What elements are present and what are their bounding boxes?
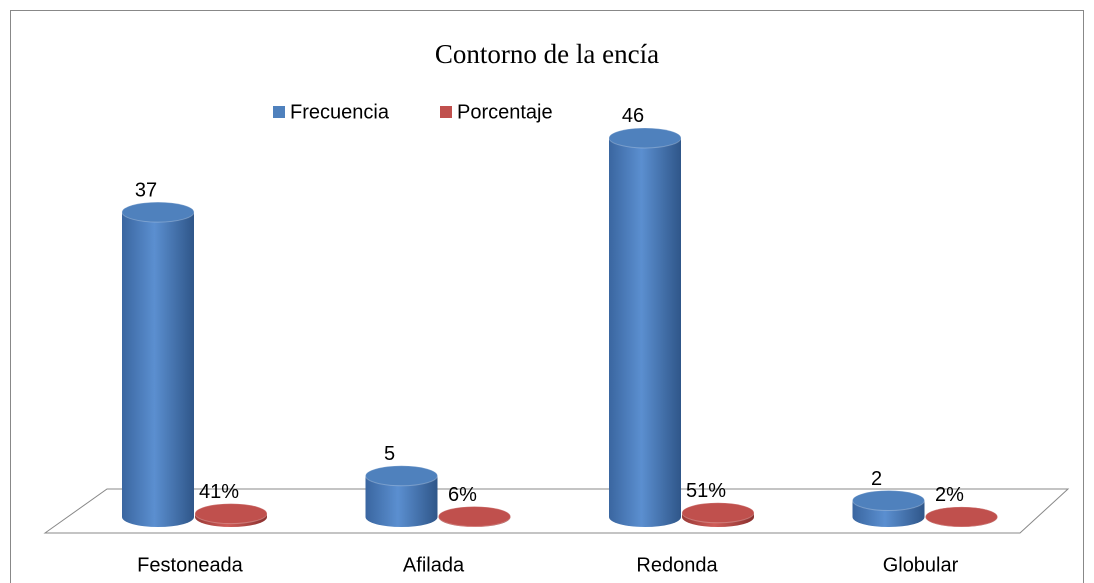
- cylinder-top: [681, 502, 755, 524]
- x-tick-label: Festoneada: [137, 554, 244, 576]
- cylinder-top: [608, 127, 682, 149]
- bar: [609, 137, 681, 517]
- x-tick-label: Globular: [883, 554, 959, 576]
- cylinder-top: [121, 201, 195, 223]
- chart-title: Contorno de la encía: [435, 39, 659, 69]
- data-label: 6%: [448, 484, 477, 506]
- cylinder-top: [194, 503, 268, 525]
- data-label: 51%: [686, 480, 726, 502]
- cylinder-top: [365, 465, 438, 487]
- bar: [122, 212, 194, 517]
- data-label: 46: [622, 105, 644, 127]
- floor: [43, 488, 1070, 534]
- legend-swatch: [440, 106, 452, 118]
- x-tick-label: Redonda: [636, 554, 718, 576]
- data-label: 2: [871, 468, 882, 490]
- legend-swatch: [273, 106, 285, 118]
- data-label: 5: [384, 443, 395, 465]
- x-tick-label: Afilada: [403, 554, 465, 576]
- legend-label: Porcentaje: [457, 101, 553, 123]
- data-label: 2%: [935, 484, 964, 506]
- data-label: 37: [135, 179, 157, 201]
- cylinder-top: [438, 506, 511, 528]
- cylinder-top: [852, 490, 925, 512]
- cylinder-top: [925, 506, 998, 528]
- data-label: 41%: [199, 481, 239, 503]
- legend-label: Frecuencia: [290, 101, 390, 123]
